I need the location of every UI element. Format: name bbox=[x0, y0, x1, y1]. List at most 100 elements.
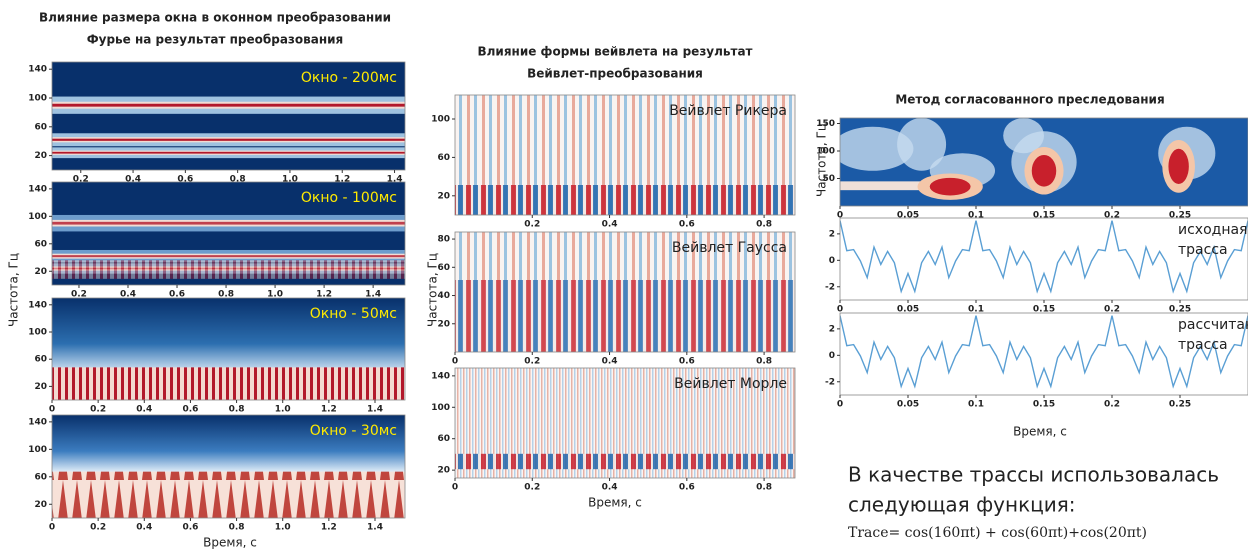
y-tick-label: 60 bbox=[437, 434, 450, 444]
trace-line bbox=[840, 220, 1248, 294]
panel: 50 100 150 0 0.05 0.1 0.15 0.2 0.25 bbox=[816, 117, 1248, 221]
x-tick-label: 0.1 bbox=[968, 211, 984, 221]
panel: 20 60 100 140 0 0.2 0.4 0.6 0.8 Вейвлет Морле bbox=[431, 367, 796, 493]
heatmap-fill bbox=[52, 151, 405, 154]
x-tick-label: 0.1 bbox=[968, 400, 984, 410]
x-tick-label: 0 bbox=[837, 400, 843, 410]
heatmap-blob bbox=[840, 126, 914, 171]
x-axis-label: Время, с bbox=[203, 536, 257, 550]
x-tick-label: 0.6 bbox=[679, 357, 695, 367]
plot-area bbox=[455, 368, 795, 478]
panel-annotation: Окно - 30мс bbox=[310, 423, 397, 439]
plot-area bbox=[52, 182, 405, 285]
x-tick-label: 0 bbox=[49, 405, 55, 415]
panel-frame bbox=[454, 367, 796, 479]
x-tick-label: 0.15 bbox=[1033, 211, 1055, 221]
x-tick-label: 0.4 bbox=[136, 523, 152, 533]
y-tick-label: 60 bbox=[34, 472, 47, 482]
x-tick-label: 0 bbox=[837, 211, 843, 221]
y-tick-label: 100 bbox=[816, 147, 835, 157]
panel-frame bbox=[51, 414, 406, 519]
note-text: следующая функция: bbox=[848, 493, 1076, 517]
panel: 20 60 100 140 0 0.2 0.4 0.6 0.8 1.0 1.2 1.4 Окно - 5… bbox=[28, 297, 406, 415]
x-axis-label: Время, с bbox=[1013, 425, 1067, 439]
y-tick-label: 100 bbox=[431, 403, 450, 413]
x-tick-label: 0.8 bbox=[756, 357, 772, 367]
column-title: Влияние размера окна в оконном преобразо… bbox=[39, 11, 391, 25]
x-tick-label: 0.05 bbox=[897, 400, 919, 410]
heatmap-blob bbox=[929, 177, 971, 196]
note-text: В качестве трассы использовалась bbox=[848, 463, 1219, 487]
heatmap-fill bbox=[455, 280, 795, 352]
column-title: Вейвлет-преобразования bbox=[527, 67, 703, 81]
x-tick-label: 0 bbox=[452, 357, 458, 367]
y-tick-label: 100 bbox=[28, 212, 47, 222]
panel-annotation: трасса bbox=[1178, 337, 1228, 353]
y-tick-label: 20 bbox=[437, 466, 450, 476]
x-tick-label: 1.4 bbox=[367, 405, 383, 415]
y-tick-label: 0 bbox=[829, 256, 835, 266]
x-tick-label: 0.15 bbox=[1033, 305, 1055, 315]
x-tick-label: 0.2 bbox=[1104, 211, 1120, 221]
y-tick-label: 20 bbox=[437, 319, 450, 329]
x-tick-label: 0 bbox=[452, 483, 458, 493]
plot-bg bbox=[840, 218, 1248, 300]
x-tick-label: 1.2 bbox=[316, 290, 332, 300]
x-tick-label: 0.6 bbox=[182, 405, 198, 415]
y-tick-label: 140 bbox=[28, 65, 47, 75]
heatmap-fill bbox=[52, 103, 405, 107]
panel: -2 0 2 0 0.05 0.1 0.15 0.2 0.25 исходная трасса bbox=[825, 217, 1248, 315]
x-tick-label: 0.6 bbox=[182, 523, 198, 533]
panel-annotation: рассчитанная bbox=[1178, 317, 1248, 333]
x-tick-label: 0.2 bbox=[71, 290, 87, 300]
plot-area bbox=[455, 95, 795, 215]
y-tick-label: 140 bbox=[28, 300, 47, 310]
x-tick-label: 0.05 bbox=[897, 211, 919, 221]
heatmap-blob bbox=[1003, 118, 1044, 154]
x-tick-label: 1.2 bbox=[321, 523, 337, 533]
heatmap-fill bbox=[455, 453, 795, 470]
heatmap-blob bbox=[897, 118, 947, 171]
panel-annotation: Вейвлет Морле bbox=[674, 376, 787, 392]
y-tick-label: 140 bbox=[28, 417, 47, 427]
panel-annotation: Вейвлет Гаусса bbox=[672, 240, 787, 256]
y-tick-label: 20 bbox=[34, 267, 47, 277]
y-tick-label: 50 bbox=[822, 174, 835, 184]
x-tick-label: 1.0 bbox=[275, 523, 291, 533]
x-tick-label: 0.8 bbox=[218, 290, 234, 300]
panel: 20 40 60 80 0 0.2 0.4 0.6 0.8 Вейвлет Гаусса bbox=[437, 231, 796, 367]
x-tick-label: 0.05 bbox=[897, 305, 919, 315]
x-tick-label: 0.2 bbox=[524, 220, 540, 230]
x-tick-label: 0.8 bbox=[756, 483, 772, 493]
y-tick-label: 60 bbox=[437, 263, 450, 273]
y-axis-label: Частота, Гц bbox=[815, 123, 829, 197]
heatmap-blob bbox=[1168, 148, 1189, 184]
x-tick-label: 0.4 bbox=[120, 290, 136, 300]
trace-line bbox=[840, 315, 1248, 389]
column-title: Влияние формы вейвлета на результат bbox=[477, 45, 752, 59]
x-tick-label: 1.2 bbox=[334, 175, 350, 185]
panel: 20 60 100 140 0.2 0.4 0.6 0.8 1.0 1.2 1.4 Окно - 20… bbox=[28, 61, 406, 185]
y-tick-label: 2 bbox=[829, 324, 835, 334]
heatmap-blob bbox=[1031, 154, 1057, 187]
panel-annotation: трасса bbox=[1178, 242, 1228, 258]
plot-area bbox=[52, 415, 405, 518]
y-tick-label: 100 bbox=[431, 115, 450, 125]
y-tick-label: 2 bbox=[829, 229, 835, 239]
x-tick-label: 0.4 bbox=[602, 220, 618, 230]
x-tick-label: 1.0 bbox=[267, 290, 283, 300]
panel-annotation: Окно - 100мс bbox=[301, 190, 397, 206]
x-tick-label: 0.6 bbox=[679, 483, 695, 493]
x-tick-label: 0.2 bbox=[90, 523, 106, 533]
x-tick-label: 1.4 bbox=[365, 290, 381, 300]
y-tick-label: 80 bbox=[437, 235, 450, 245]
y-tick-label: 100 bbox=[28, 328, 47, 338]
y-tick-label: 20 bbox=[437, 191, 450, 201]
x-axis-label: Время, с bbox=[588, 496, 642, 510]
y-tick-label: 100 bbox=[28, 94, 47, 104]
heatmap-fill bbox=[52, 260, 405, 279]
x-tick-label: 0.8 bbox=[229, 523, 245, 533]
plot-area bbox=[455, 232, 795, 352]
y-tick-label: 140 bbox=[431, 371, 450, 381]
